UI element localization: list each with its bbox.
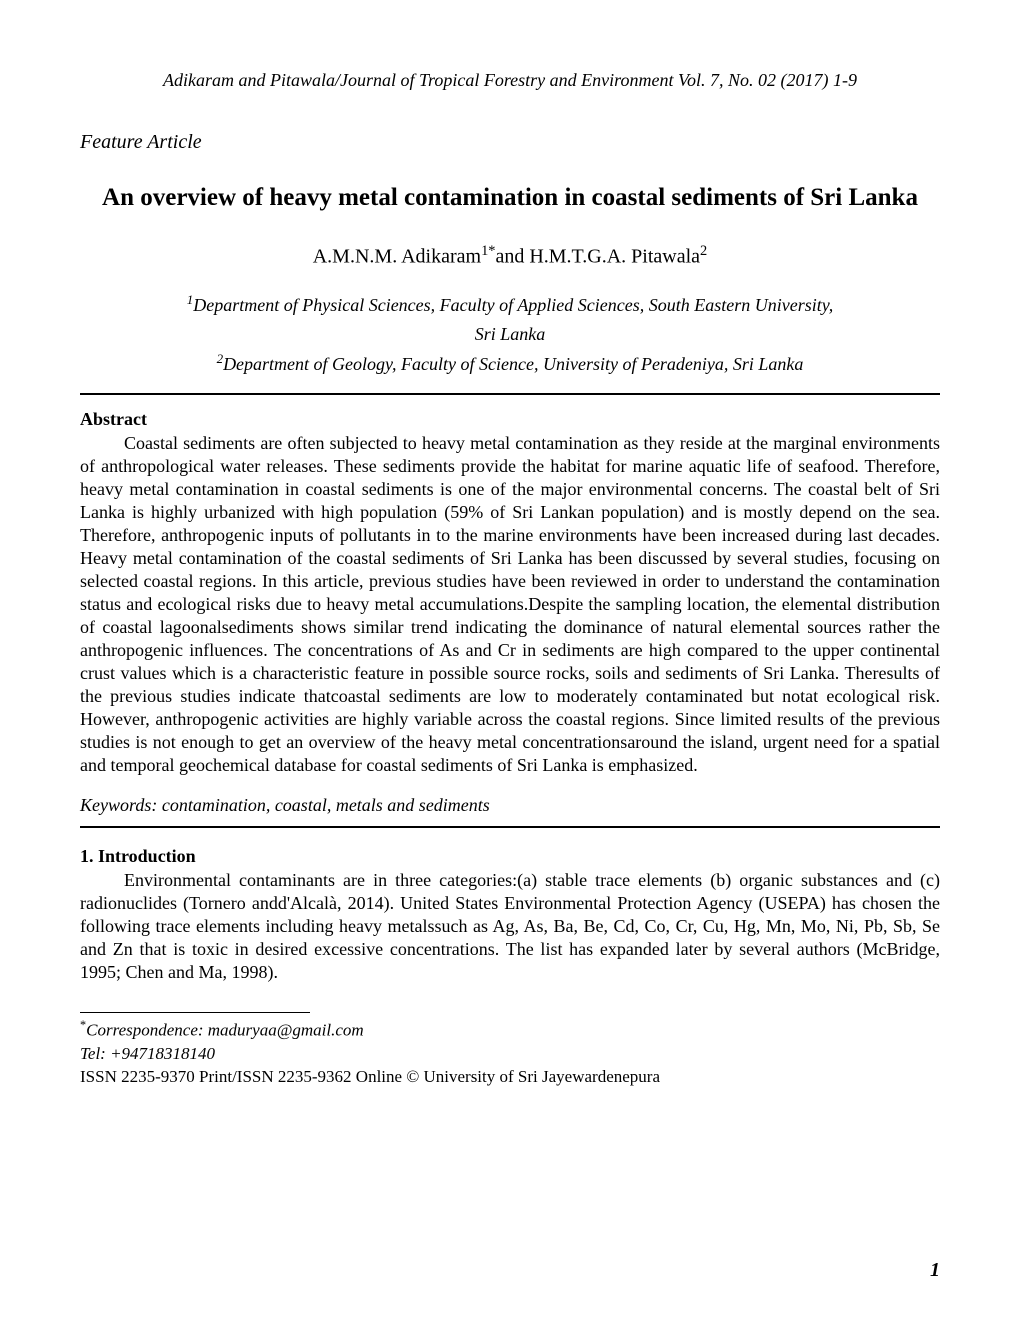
introduction-body: Environmental contaminants are in three …: [80, 869, 940, 984]
affiliation-1: 1Department of Physical Sciences, Facult…: [80, 290, 940, 320]
footnote-rule: [80, 1012, 310, 1013]
footnote-tel: Tel: +94718318140: [80, 1043, 940, 1066]
footnote-issn: ISSN 2235-9370 Print/ISSN 2235-9362 Onli…: [80, 1066, 940, 1089]
article-type-label: Feature Article: [80, 131, 940, 154]
authors-line: A.M.N.M. Adikaram1*and H.M.T.G.A. Pitawa…: [80, 243, 940, 269]
footnote-block: *Correspondence: maduryaa@gmail.com Tel:…: [80, 1017, 940, 1088]
abstract-heading: Abstract: [80, 409, 940, 430]
affiliation-2: 2Department of Geology, Faculty of Scien…: [80, 349, 940, 379]
abstract-body: Coastal sediments are often subjected to…: [80, 432, 940, 777]
running-head: Adikaram and Pitawala/Journal of Tropica…: [80, 70, 940, 91]
rule-bottom: [80, 826, 940, 828]
introduction-heading: 1. Introduction: [80, 846, 940, 867]
keywords-line: Keywords: contamination, coastal, metals…: [80, 795, 940, 816]
page-number: 1: [930, 1259, 940, 1282]
article-title: An overview of heavy metal contamination…: [80, 182, 940, 215]
rule-top: [80, 393, 940, 395]
affiliations: 1Department of Physical Sciences, Facult…: [80, 290, 940, 378]
footnote-correspondence: *Correspondence: maduryaa@gmail.com: [80, 1017, 940, 1043]
affiliation-1-continued: Sri Lanka: [80, 320, 940, 349]
